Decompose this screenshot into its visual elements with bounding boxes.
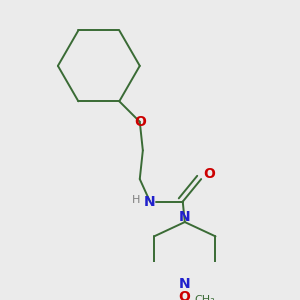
Text: N: N xyxy=(179,210,190,224)
Text: H: H xyxy=(131,194,140,205)
Text: N: N xyxy=(144,195,156,208)
Text: N: N xyxy=(179,278,190,292)
Text: O: O xyxy=(203,167,215,181)
Text: O: O xyxy=(178,290,190,300)
Text: O: O xyxy=(134,115,146,129)
Text: CH₃: CH₃ xyxy=(194,295,214,300)
